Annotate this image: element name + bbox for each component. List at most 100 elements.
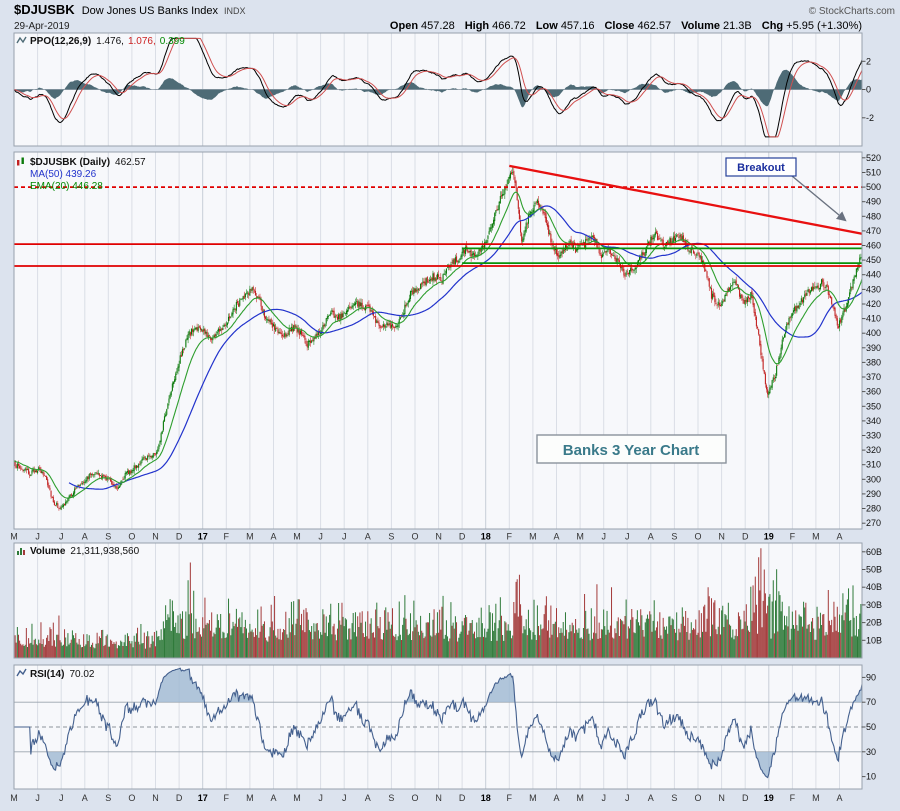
panel-legends: PPO(12,26,9) 1.476, 1.076, 0.399 $DJUSBK (D… (16, 36, 185, 680)
axis-tick-label: 480 (866, 211, 881, 221)
copyright: © StockCharts.com (808, 6, 895, 17)
axis-tick-label: 2 (866, 56, 871, 66)
rsi-legend: RSI(14) 70.02 (30, 669, 95, 680)
month-label: J (35, 793, 40, 803)
month-label: D (459, 793, 466, 803)
month-label: 17 (198, 532, 208, 542)
month-label: M (10, 793, 18, 803)
month-label: F (224, 532, 230, 542)
breakout-box (725, 157, 797, 177)
ppo-icon (16, 36, 27, 44)
ppo-legend: PPO(12,26,9) 1.476, 1.076, 0.399 (30, 36, 185, 47)
month-label: A (836, 793, 842, 803)
ppo-plot (13, 37, 863, 138)
price-legend: $DJUSBK (Daily) 462.57 (30, 157, 146, 168)
axis-tick-label: 470 (866, 226, 881, 236)
rsi-icon (16, 668, 27, 677)
axis-tick-label: 340 (866, 416, 881, 426)
axis-tick-label: 450 (866, 255, 881, 265)
down-candle-bodies (14, 170, 853, 509)
chart-date: 29-Apr-2019 (14, 21, 70, 32)
axis-tick-label: 90 (866, 672, 876, 682)
month-label: 17 (198, 793, 208, 803)
axis-tick-label: 330 (866, 431, 881, 441)
month-label: J (35, 532, 40, 542)
month-label: M (529, 793, 537, 803)
month-label: O (694, 793, 701, 803)
quote-volume: Volume 21.3B (681, 20, 752, 32)
axis-tick-label: 30B (866, 600, 882, 610)
axis-tick-label: 10B (866, 635, 882, 645)
axis-tick-label: 50B (866, 565, 882, 575)
month-label: F (790, 532, 796, 542)
chart-header: $DJUSBK Dow Jones US Banks Index INDX © … (0, 0, 900, 33)
axis-tick-label: 40B (866, 582, 882, 592)
month-label: J (342, 532, 347, 542)
month-label: S (388, 532, 394, 542)
month-label: N (718, 793, 725, 803)
month-label: M (293, 532, 301, 542)
month-label: M (812, 532, 820, 542)
month-label: O (128, 532, 135, 542)
ppo-histogram-area (14, 69, 862, 108)
breakout-label: Breakout (737, 162, 785, 174)
month-label: M (576, 793, 584, 803)
month-label: J (625, 532, 630, 542)
downtrend-line (509, 164, 863, 235)
month-label: A (365, 793, 371, 803)
month-label: O (694, 532, 701, 542)
month-label: M (10, 532, 18, 542)
month-label: 19 (764, 793, 774, 803)
month-label: J (318, 532, 323, 542)
quote-open: Open 457.28 (389, 20, 455, 32)
month-label: S (388, 793, 394, 803)
month-label: A (82, 532, 88, 542)
axis-tick-label: 10 (866, 772, 876, 782)
month-label: M (812, 793, 820, 803)
volume-icon (17, 548, 25, 555)
ma50-line (68, 205, 863, 490)
axis-tick-label: 460 (866, 241, 881, 251)
month-label: 18 (481, 532, 491, 542)
axis-tick-label: 440 (866, 270, 881, 280)
month-label: J (59, 793, 64, 803)
month-label: J (59, 532, 64, 542)
month-label: O (411, 793, 418, 803)
caption-label: Banks 3 Year Chart (563, 442, 699, 459)
axis-tick-label: 360 (866, 387, 881, 397)
rsi-plot (14, 667, 863, 779)
rsi-overbought-shading (14, 668, 862, 703)
month-label: A (648, 793, 654, 803)
axis-tick-label: 290 (866, 489, 881, 499)
axis-tick-label: 430 (866, 284, 881, 294)
month-label: M (576, 532, 584, 542)
month-label: S (671, 793, 677, 803)
axis-tick-label: 0 (866, 85, 871, 95)
rsi-line (14, 667, 863, 779)
axis-tick-label: 410 (866, 314, 881, 324)
axis-tick-label: 310 (866, 460, 881, 470)
month-label: D (176, 793, 183, 803)
month-label: J (342, 793, 347, 803)
month-label: F (507, 532, 513, 542)
month-label: O (128, 793, 135, 803)
volume-legend: Volume 21,311,938,560 (30, 546, 140, 557)
axis-tick-label: 520 (866, 153, 881, 163)
axis-tick-label: 500 (866, 182, 881, 192)
month-label: J (601, 793, 606, 803)
ema20-legend: EMA(20) 446.28 (30, 181, 103, 192)
quote-change: Chg +5.95 (+1.30%) (761, 20, 862, 32)
candlestick-icon (17, 157, 24, 166)
month-label: A (648, 532, 654, 542)
month-label: S (105, 793, 111, 803)
month-label: S (671, 532, 677, 542)
symbol: $DJUSBK (14, 2, 75, 17)
axis-tick-label: 420 (866, 299, 881, 309)
month-label: S (105, 532, 111, 542)
axis-tick-label: 70 (866, 697, 876, 707)
axis-tick-label: 50 (866, 722, 876, 732)
axis-tick-label: 300 (866, 474, 881, 484)
axis-tick-label: 280 (866, 504, 881, 514)
month-label: J (601, 532, 606, 542)
month-label: M (529, 532, 537, 542)
